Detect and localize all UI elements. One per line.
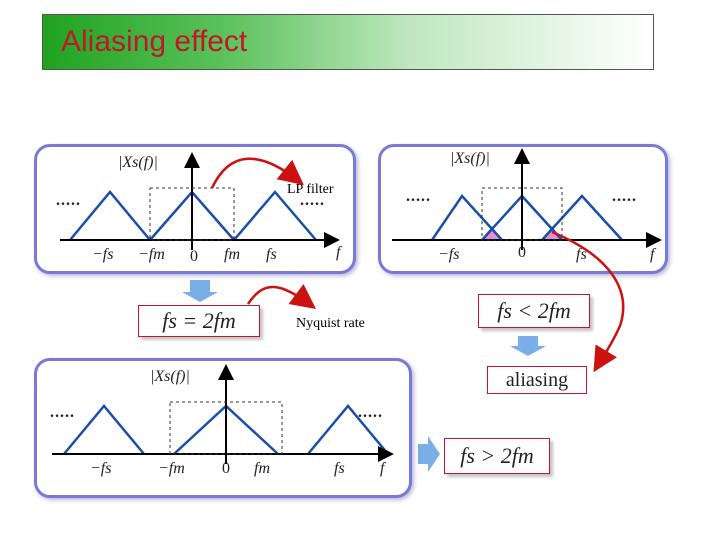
tick-fs-tl: fs <box>266 246 277 263</box>
y-axis-label-bottom: |Xs(f)| <box>150 368 190 385</box>
dots-tr-left: ..... <box>406 188 431 205</box>
spectrum-panel-oversampled <box>34 358 412 498</box>
formula-less-text: fs < 2fm <box>497 298 571 323</box>
lp-filter-arrow <box>210 157 304 189</box>
nyquist-rate-label: Nyquist rate <box>296 316 365 331</box>
tick-neg-fm-tl: −fm <box>138 246 165 263</box>
tick-zero-tl: 0 <box>190 248 198 265</box>
tick-f-tl: f <box>336 244 341 261</box>
tick-neg-fs-tl: −fs <box>92 246 114 263</box>
tick-zero-tr: 0 <box>518 244 526 261</box>
tr-spectrum-copy-pos <box>541 194 623 241</box>
right-arrow-bottom <box>418 436 440 472</box>
lp-filter-window <box>149 187 235 241</box>
y-axis-label-top-right: |Xs(f)| <box>450 150 490 167</box>
nyquist-arrow <box>246 284 317 309</box>
lp-filter-window-b <box>169 401 283 455</box>
tick-neg-fs-b: −fs <box>90 460 112 477</box>
aliasing-label: aliasing <box>487 366 587 394</box>
b-spectrum-copy-neg <box>63 404 145 455</box>
formula-fs-greater-2fm: fs > 2fm <box>444 438 550 474</box>
tick-f-b: f <box>380 460 385 477</box>
spectrum-copy-neg <box>69 190 151 241</box>
tick-fs-tr: fs <box>576 246 587 263</box>
page-title: Aliasing effect <box>61 25 248 58</box>
overlap-region-left <box>482 226 502 240</box>
formula-equal-text: fs = 2fm <box>162 308 236 333</box>
tick-fs-b: fs <box>334 460 345 477</box>
dots-b-left: ..... <box>50 404 75 421</box>
dots-tr-right: ..... <box>612 188 637 205</box>
tick-fm-b: fm <box>254 460 270 477</box>
aliasing-label-text: aliasing <box>505 368 569 391</box>
y-axis-label-top-left: |Xs(f)| <box>118 154 158 171</box>
down-arrow-left <box>182 280 218 302</box>
tick-neg-fs-tr: −fs <box>438 246 460 263</box>
dots-tl-right: ..... <box>300 192 325 209</box>
title-bar: Aliasing effect <box>42 14 654 70</box>
lp-filter-label: LP filter <box>287 182 334 197</box>
spectrum-copy-pos <box>233 190 317 241</box>
aliasing-arrow <box>551 230 625 373</box>
tick-f-tr: f <box>650 246 655 263</box>
down-arrow-right <box>510 336 546 356</box>
formula-fs-less-2fm: fs < 2fm <box>478 294 590 328</box>
tick-neg-fm-b: −fm <box>158 460 185 477</box>
dots-tl-left: ..... <box>56 192 81 209</box>
dots-b-right: ..... <box>358 404 383 421</box>
tick-fm-tl: fm <box>224 246 240 263</box>
formula-fs-equal-2fm: fs = 2fm <box>138 305 260 337</box>
b-spectrum-copy-pos <box>307 404 389 455</box>
tick-zero-b: 0 <box>222 460 230 477</box>
formula-greater-text: fs > 2fm <box>460 443 534 468</box>
tr-spectrum-copy-neg <box>430 193 503 241</box>
